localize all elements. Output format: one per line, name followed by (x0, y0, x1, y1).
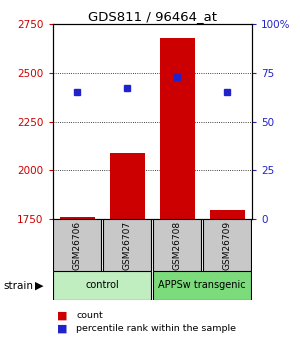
Bar (53, 219, 101, 271)
Text: APPSw transgenic: APPSw transgenic (158, 280, 246, 290)
Text: strain: strain (3, 281, 33, 290)
Text: count: count (76, 311, 103, 320)
Text: GSM26709: GSM26709 (223, 220, 232, 269)
Bar (110, 153, 145, 345)
Text: control: control (85, 280, 119, 290)
Bar (160, 38, 195, 345)
Text: ▶: ▶ (34, 281, 43, 290)
Bar (103, 219, 151, 271)
Text: percentile rank within the sample: percentile rank within the sample (76, 324, 236, 333)
Text: GSM26708: GSM26708 (173, 220, 182, 269)
Text: ■: ■ (57, 311, 68, 321)
Bar (210, 210, 244, 345)
Text: GSM26707: GSM26707 (123, 220, 132, 269)
Text: GSM26706: GSM26706 (73, 220, 82, 269)
Bar (203, 219, 251, 271)
Title: GDS811 / 96464_at: GDS811 / 96464_at (88, 10, 217, 23)
Bar (153, 271, 251, 300)
Bar (60, 217, 95, 345)
Bar (153, 219, 201, 271)
Text: ■: ■ (57, 324, 68, 334)
Bar (53, 271, 151, 300)
